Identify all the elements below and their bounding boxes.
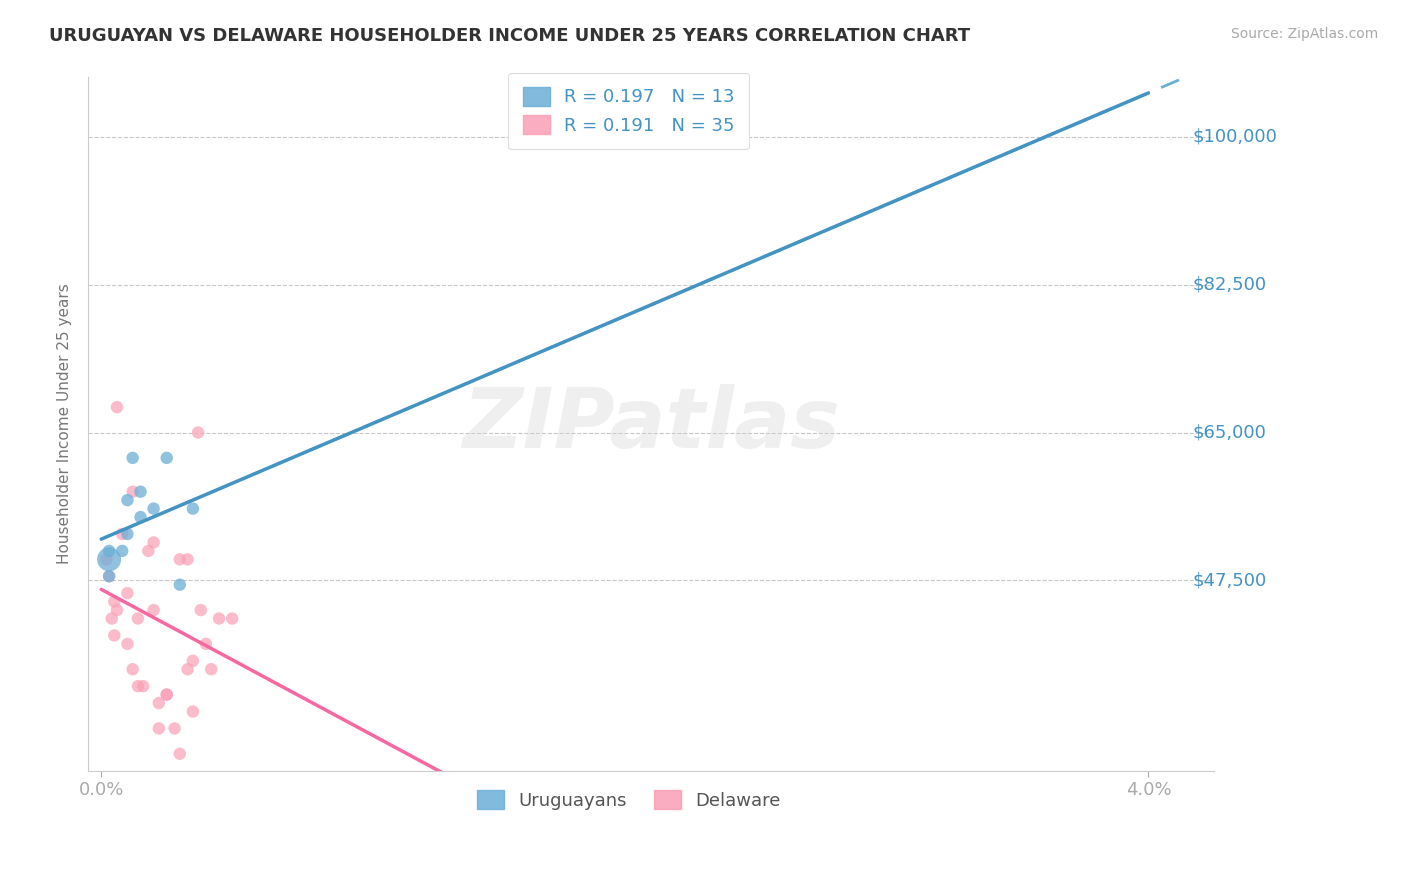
Point <box>132 679 155 693</box>
Point <box>117 637 139 651</box>
Point <box>103 628 125 642</box>
Point <box>117 527 139 541</box>
Point <box>194 637 217 651</box>
Y-axis label: Householder Income Under 25 years: Householder Income Under 25 years <box>58 284 72 565</box>
Point <box>142 603 165 617</box>
Text: ZIPatlas: ZIPatlas <box>463 384 839 465</box>
Point <box>181 705 204 719</box>
Point <box>190 603 212 617</box>
Text: Source: ZipAtlas.com: Source: ZipAtlas.com <box>1230 27 1378 41</box>
Point <box>169 747 191 761</box>
Point <box>129 510 152 524</box>
Point <box>142 501 165 516</box>
Point <box>127 611 149 625</box>
Text: $82,500: $82,500 <box>1192 276 1267 293</box>
Point <box>117 586 139 600</box>
Point <box>129 484 152 499</box>
Point <box>98 552 121 566</box>
Point <box>121 450 143 465</box>
Text: $100,000: $100,000 <box>1192 128 1278 145</box>
Point <box>169 552 191 566</box>
Point <box>181 501 204 516</box>
Point <box>200 662 222 676</box>
Point <box>148 722 170 736</box>
Point <box>163 722 186 736</box>
Text: URUGUAYAN VS DELAWARE HOUSEHOLDER INCOME UNDER 25 YEARS CORRELATION CHART: URUGUAYAN VS DELAWARE HOUSEHOLDER INCOME… <box>49 27 970 45</box>
Point <box>156 688 179 702</box>
Point <box>138 544 160 558</box>
Point <box>142 535 165 549</box>
Point <box>156 450 179 465</box>
Point <box>98 569 121 583</box>
Point <box>127 679 149 693</box>
Point <box>100 611 122 625</box>
Point <box>98 569 121 583</box>
Text: $65,000: $65,000 <box>1192 424 1267 442</box>
Point <box>169 577 191 591</box>
Point <box>176 552 198 566</box>
Point <box>187 425 209 440</box>
Point <box>96 552 118 566</box>
Text: $47,500: $47,500 <box>1192 572 1267 590</box>
Point <box>208 611 231 625</box>
Point <box>148 696 170 710</box>
Point <box>156 688 179 702</box>
Point <box>176 662 198 676</box>
Legend: Uruguayans, Delaware: Uruguayans, Delaware <box>463 776 794 824</box>
Point <box>105 400 128 414</box>
Point <box>103 594 125 608</box>
Point <box>121 662 143 676</box>
Point <box>181 654 204 668</box>
Point <box>111 544 134 558</box>
Point <box>121 484 143 499</box>
Point <box>98 544 121 558</box>
Point <box>117 493 139 508</box>
Point <box>111 527 134 541</box>
Point <box>221 611 243 625</box>
Point <box>105 603 128 617</box>
